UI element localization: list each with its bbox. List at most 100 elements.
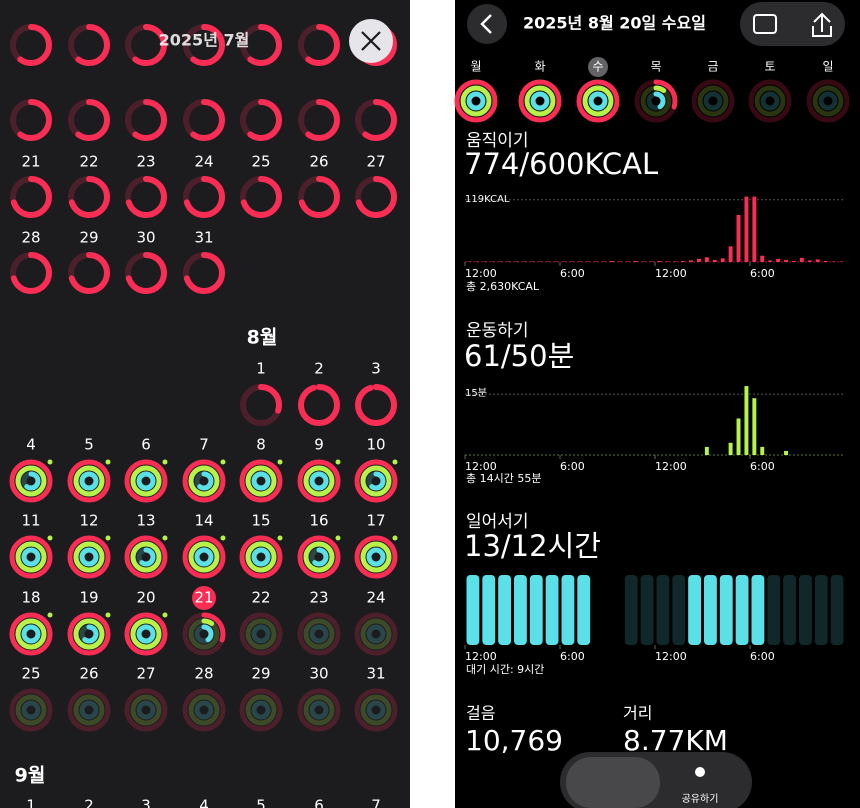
calendar-bg [0,0,410,808]
stand-dot [220,459,226,465]
bar [728,442,733,455]
ring-track [360,694,392,726]
ring-track [124,688,168,732]
x-tick-label: 6:00 [560,267,585,280]
day-number: 1 [26,797,36,808]
back-button[interactable] [467,4,507,44]
ring-track [245,618,277,650]
ring-arc [582,85,614,117]
ring-arc [298,176,340,218]
ring-arc [21,471,41,491]
ring-arc [182,459,226,503]
share-button[interactable] [812,12,832,37]
ring-arc [298,99,340,141]
bar-track [814,575,828,645]
bar [704,575,717,645]
ring-track [818,91,838,111]
bar [475,261,480,262]
ring-arc [303,465,335,497]
x-tick-label: 12:00 [465,460,497,473]
day-number: 7 [371,797,381,808]
ring-arc [646,91,666,111]
ring-arc [9,535,53,579]
ring-arc [240,384,282,426]
bar [617,261,622,262]
ring-arc [183,252,225,294]
bar [529,575,543,645]
back-icon [480,14,492,34]
ring-arc [188,618,220,650]
metric-label: 일어서기 [466,512,529,532]
day-number: 5 [256,797,266,808]
bar-track [656,575,670,645]
bar [689,260,693,262]
weekday: 일 [822,60,833,74]
stand-dot [105,612,111,618]
ring-arc [194,471,214,491]
ring-arc [297,535,341,579]
day-number: 23 [309,589,328,607]
bar [744,196,749,262]
day-number: 31 [366,665,385,683]
ring-track [15,694,47,726]
x-tick-label: 12:00 [655,460,687,473]
day-number: 4 [199,797,209,808]
ring-arc [15,541,47,573]
bar [720,258,725,262]
bar [768,260,773,262]
ring-arc [183,99,225,141]
ring-arc [136,547,156,567]
ring-arc [355,99,397,141]
bar [712,259,717,262]
ring-arc [251,471,271,491]
ring-arc [67,612,111,656]
ring-arc [576,79,620,123]
calendar-button[interactable] [753,14,777,34]
tab-sharing[interactable]: 공유하기 [682,792,719,805]
close-icon [361,31,381,51]
ring-arc [125,24,167,66]
ring-track [366,700,386,720]
bar-track [767,575,781,645]
ring-arc [73,618,105,650]
bar [514,575,527,645]
bar [776,258,781,262]
ring-arc [68,24,110,66]
ring-arc [15,618,47,650]
day-number: 2 [314,360,324,378]
day-number: 7 [199,436,209,454]
ring-arc [355,384,397,426]
ring-arc [130,465,162,497]
bar [545,575,559,645]
ring-arc [309,471,329,491]
ring-arc [309,547,329,567]
month-label: 8월 [247,327,278,349]
ring-track [754,85,786,117]
day-number: 16 [309,512,328,530]
bar [752,398,757,455]
bar [586,261,591,262]
x-tick-label: 6:00 [560,650,585,663]
bar [665,261,670,262]
stat-label: 거리 [623,704,652,723]
ring-track [806,79,850,123]
stand-dot [105,459,111,465]
ring-arc [240,176,282,218]
ring-track [697,85,729,117]
ring-track [703,91,723,111]
ring-track [354,612,398,656]
ring-arc [79,471,99,491]
day-number: 24 [194,153,213,171]
day-number: 22 [79,153,98,171]
ring-arc [68,176,110,218]
bar [570,261,575,262]
ring-arc [79,624,99,644]
bar [704,257,709,262]
metric-value: 61/50분 [464,339,574,373]
calendar-title: 2025년 7월 [159,31,250,50]
ring-arc [130,618,162,650]
day-number: 22 [251,589,270,607]
stand-dot [162,535,168,541]
bar [482,575,496,645]
ring-arc [188,465,220,497]
